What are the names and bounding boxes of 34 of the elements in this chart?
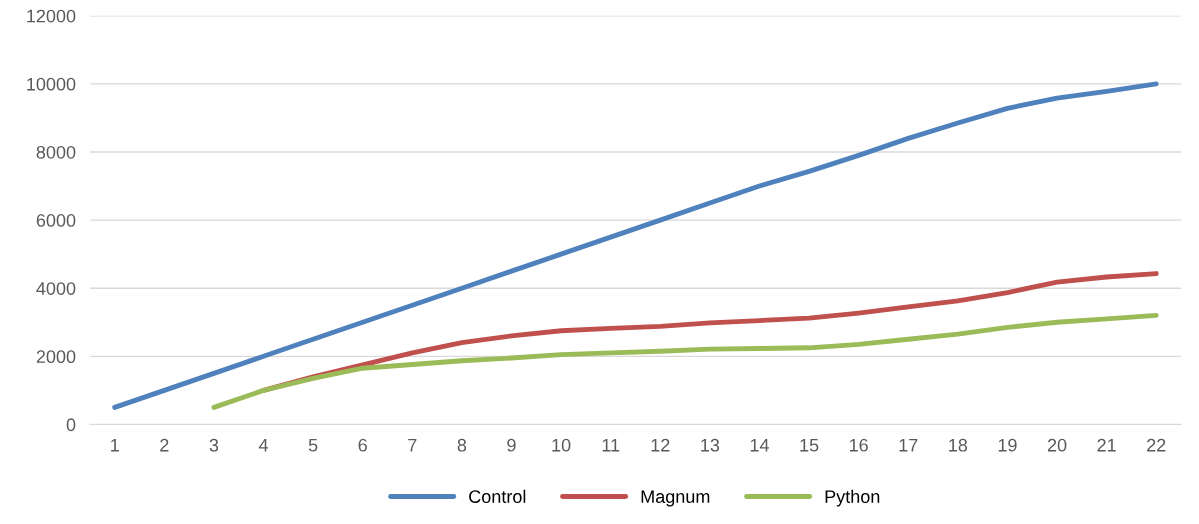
y-tick-label: 0 xyxy=(66,418,76,432)
x-tick-label: 5 xyxy=(308,438,318,452)
legend-label: Control xyxy=(469,489,526,503)
x-tick-label: 15 xyxy=(800,438,819,452)
x-tick-label: 16 xyxy=(849,438,868,452)
legend-label: Python xyxy=(825,489,880,507)
x-tick-label: 1 xyxy=(111,438,119,452)
x-tick-label: 18 xyxy=(949,438,968,452)
y-tick-label: 2000 xyxy=(36,350,76,364)
x-tick-label: 13 xyxy=(701,438,720,452)
line-series xyxy=(112,81,1159,410)
x-tick-label: 10 xyxy=(552,438,571,452)
x-tick-label: 4 xyxy=(258,438,268,452)
y-tick-label: 10000 xyxy=(27,77,76,91)
x-tick-label: 9 xyxy=(507,438,516,452)
x-tick-label: 7 xyxy=(408,438,417,452)
legend-label: Magnum xyxy=(641,490,710,507)
x-tick-label: 11 xyxy=(602,438,620,452)
x-tick-label: 17 xyxy=(899,438,918,452)
y-tick-label: 12000 xyxy=(27,9,76,23)
x-tick-label: 2 xyxy=(160,438,169,452)
y-tick-label: 4000 xyxy=(36,282,76,295)
x-tick-label: 14 xyxy=(750,438,769,452)
x-tick-label: 3 xyxy=(209,438,219,452)
line-series xyxy=(211,313,1159,410)
x-tick-label: 21 xyxy=(1097,438,1116,452)
y-tick-label: 8000 xyxy=(36,145,76,159)
x-tick-label: 8 xyxy=(457,438,467,452)
x-tick-label: 19 xyxy=(998,438,1017,452)
y-tick-label: 6000 xyxy=(36,214,76,227)
x-tick-label: 22 xyxy=(1147,438,1166,452)
x-tick-label: 6 xyxy=(358,438,367,452)
x-tick-label: 12 xyxy=(651,438,670,452)
x-tick-label: 20 xyxy=(1047,438,1067,452)
